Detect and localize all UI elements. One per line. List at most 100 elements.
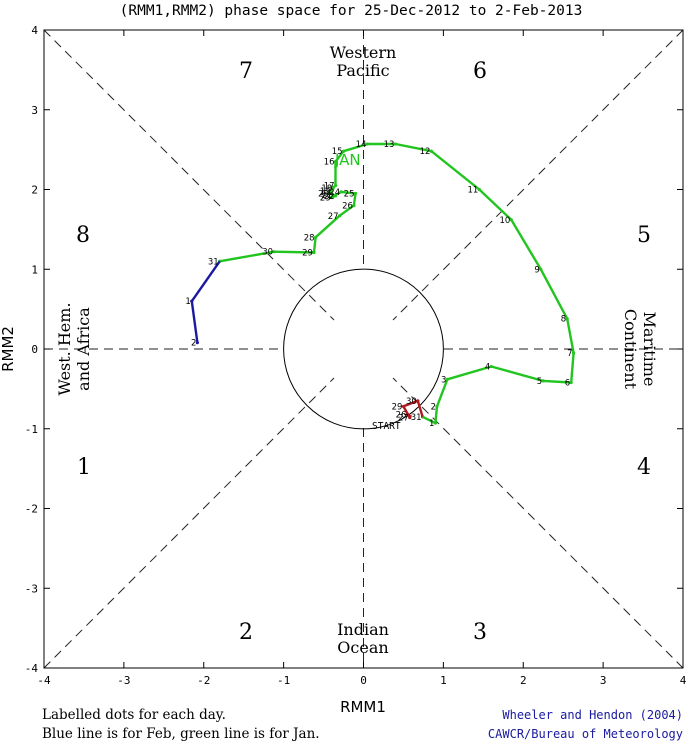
- region-indian-line1: Indian: [337, 620, 389, 639]
- day-label: 16: [324, 158, 335, 168]
- region-ocean-line2: Ocean: [337, 638, 388, 657]
- day-dot: [313, 235, 318, 239]
- day-dot: [312, 250, 316, 255]
- day-label: 2: [431, 402, 436, 412]
- day-label: 11: [467, 186, 478, 196]
- day-dot: [401, 404, 406, 409]
- day-dot: [339, 190, 343, 194]
- y-tick-label: -2: [25, 503, 38, 516]
- day-label: 23: [320, 193, 331, 203]
- phase-label-5: 5: [637, 223, 651, 248]
- phase-label-7: 7: [239, 59, 253, 84]
- phase-label-1: 1: [77, 455, 91, 480]
- x-tick-label: 4: [680, 674, 687, 687]
- day-dot: [329, 189, 334, 193]
- y-tick-label: 3: [31, 104, 38, 117]
- day-dot: [539, 267, 543, 271]
- day-label: 18: [321, 184, 332, 194]
- phase-label-8: 8: [76, 223, 90, 248]
- day-dot: [341, 149, 346, 153]
- day-label: 25: [344, 189, 355, 199]
- day-label: 14: [356, 140, 367, 150]
- day-label: 26: [396, 410, 407, 420]
- day-label: 8: [561, 315, 566, 325]
- day-label: 27: [328, 212, 339, 222]
- unit-circle: [283, 268, 444, 430]
- y-tick-label: 2: [31, 184, 38, 197]
- diag-upper-left: [43, 29, 335, 321]
- chart-title: (RMM1,RMM2) phase space for 25-Dec-2012 …: [120, 3, 583, 19]
- day-label: 4: [485, 363, 490, 373]
- day-dot: [489, 364, 493, 369]
- series-layer: [190, 142, 576, 425]
- day-dot: [333, 194, 338, 198]
- day-label: 26: [342, 201, 353, 211]
- x-tick-label: 3: [600, 674, 607, 687]
- day-label: 1: [429, 419, 434, 429]
- day-dot: [408, 415, 412, 420]
- day-label: 5: [537, 377, 542, 387]
- x-tick-label: -2: [197, 674, 210, 687]
- day-dot: [429, 149, 433, 153]
- day-dot: [393, 142, 398, 146]
- day-label: 24: [329, 188, 340, 198]
- day-dot: [433, 421, 437, 425]
- y-tick-label: -4: [25, 662, 39, 675]
- day-dot: [352, 203, 356, 208]
- phase-label-6: 6: [473, 59, 487, 84]
- day-label: 2: [191, 339, 196, 349]
- day-dot: [190, 299, 194, 303]
- day-dot: [365, 142, 370, 146]
- day-label: 12: [420, 147, 431, 157]
- day-label: 31: [208, 257, 219, 267]
- y-tick-label: 0: [31, 343, 38, 356]
- region-pacific-line2: Pacific: [336, 61, 389, 80]
- region-west-hem-line1: West. Hem.: [55, 302, 74, 395]
- day-dot: [477, 187, 481, 192]
- region-maritime-line1: Maritime: [640, 312, 659, 387]
- note-labelled-dots: Labelled dots for each day.: [42, 707, 226, 723]
- day-label: 1: [185, 297, 190, 307]
- day-label: 15: [332, 147, 343, 157]
- note-line-colors: Blue line is for Feb, green line is for …: [42, 726, 320, 742]
- day-label: 3: [441, 375, 446, 385]
- day-label: 29: [392, 402, 403, 412]
- day-dot: [329, 195, 334, 200]
- y-tick-label: 1: [31, 263, 38, 276]
- day-label: 20: [318, 189, 329, 199]
- phase-label-2: 2: [239, 620, 253, 645]
- day-dot: [445, 377, 449, 381]
- x-tick-label: -3: [117, 674, 130, 687]
- day-label: 6: [565, 378, 570, 388]
- day-label: 29: [302, 249, 313, 259]
- x-tick-label: 0: [360, 674, 367, 687]
- y-tick-label: 4: [31, 24, 38, 37]
- day-dot: [571, 351, 576, 355]
- day-dot: [416, 399, 420, 403]
- x-tick-label: -4: [37, 674, 51, 687]
- diag-lower-right: [392, 377, 684, 669]
- phase-label-4: 4: [637, 455, 651, 480]
- day-dot: [565, 317, 569, 321]
- day-label: 17: [324, 182, 335, 192]
- day-dot: [337, 214, 342, 218]
- day-label: 27: [398, 414, 409, 424]
- x-axis-label: RMM1: [340, 698, 386, 716]
- day-label: 7: [567, 349, 572, 359]
- credit-wheeler-hendon: Wheeler and Hendon (2004): [502, 708, 683, 722]
- phase-grid: [43, 29, 684, 669]
- day-dot: [509, 218, 513, 222]
- day-label: 9: [534, 265, 539, 275]
- day-label: 10: [499, 216, 510, 226]
- day-dot: [405, 412, 410, 416]
- start-label: START: [372, 421, 401, 432]
- x-tick-label: -1: [277, 674, 290, 687]
- day-dot: [331, 186, 335, 190]
- day-label: 31: [411, 413, 422, 423]
- x-tick-label: 2: [520, 674, 527, 687]
- region-africa-line2: and Africa: [74, 307, 93, 391]
- phase-label-3: 3: [473, 620, 487, 645]
